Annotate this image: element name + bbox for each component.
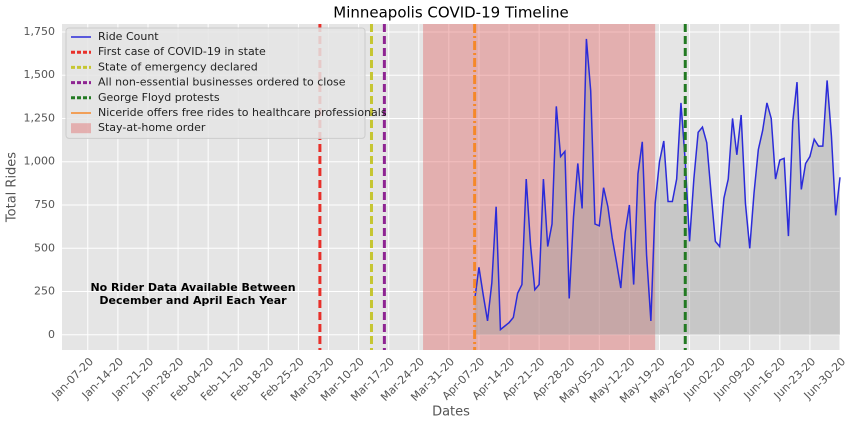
y-tick-label: 1,000 — [24, 155, 56, 168]
span — [423, 24, 656, 350]
legend-swatch — [71, 123, 91, 134]
legend-box — [65, 27, 366, 139]
annotation: No Rider Data Available Between — [90, 281, 295, 294]
legend-label: First case of COVID-19 in state — [98, 45, 266, 58]
y-tick-label: 250 — [34, 285, 55, 298]
x-axis-title: Dates — [432, 405, 470, 420]
y-tick-label: 1,250 — [24, 111, 56, 124]
legend-label: Niceride offers free rides to healthcare… — [98, 106, 387, 119]
legend-label: Ride Count — [98, 30, 159, 43]
y-tick-label: 1,500 — [24, 68, 56, 81]
line — [473, 38, 841, 332]
y-tick-label: 500 — [34, 241, 55, 254]
legend-label: State of emergency declared — [98, 60, 258, 73]
y-tick-label: 1,750 — [24, 25, 56, 38]
legend-label: Stay-at-home order — [98, 121, 206, 134]
y-tick-label: 0 — [48, 328, 55, 341]
chart-title: Minneapolis COVID-19 Timeline — [333, 4, 568, 22]
annotation: December and April Each Year — [99, 294, 287, 307]
legend-label: All non-essential businesses ordered to … — [98, 76, 346, 89]
y-axis-title: Total Rides — [5, 152, 20, 223]
legend-label: George Floyd protests — [98, 91, 220, 104]
y-tick-label: 750 — [34, 198, 55, 211]
legend: Ride Count First case of COVID-19 in stat… — [65, 27, 387, 139]
